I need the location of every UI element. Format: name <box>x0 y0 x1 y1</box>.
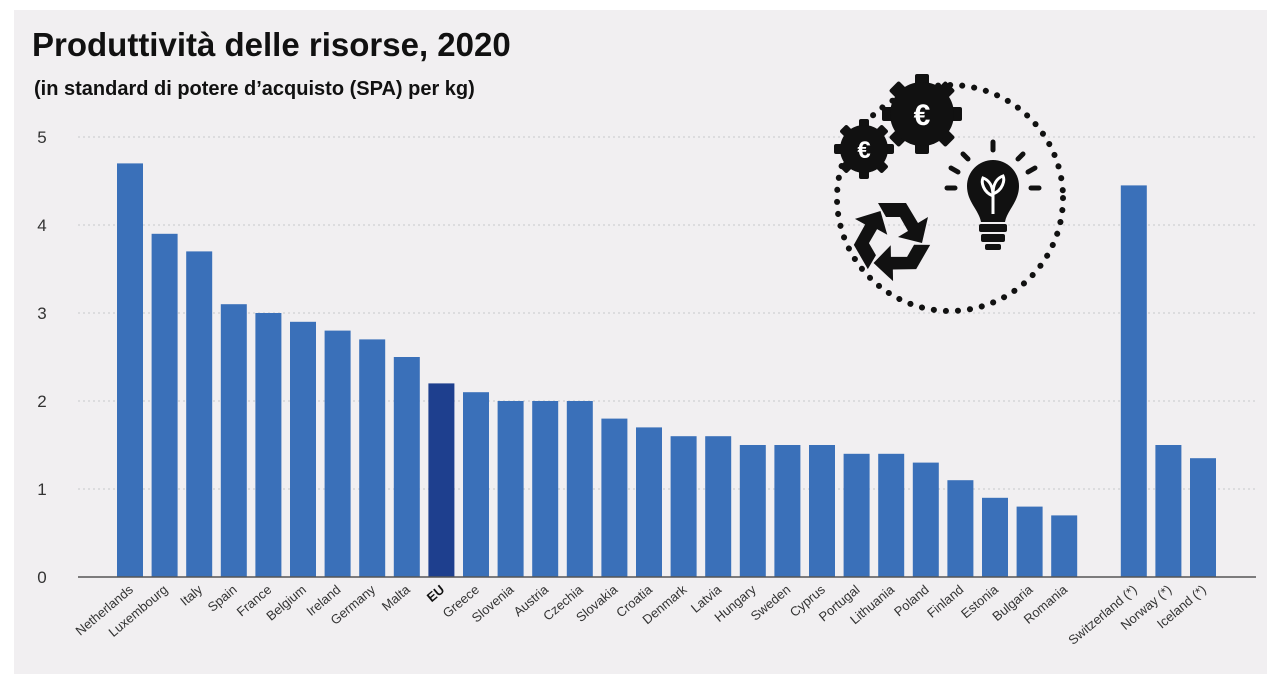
bar-poland <box>912 462 939 577</box>
bar-portugal <box>843 453 870 577</box>
bar-luxembourg <box>151 233 178 578</box>
bar-czechia <box>566 401 593 577</box>
bar-greece <box>463 392 489 577</box>
bar-romania <box>1051 515 1078 577</box>
bar-denmark <box>670 436 697 577</box>
y-tick-label: 0 <box>37 568 46 587</box>
bar-germany <box>359 339 386 577</box>
dotted-circle <box>834 82 1066 314</box>
bar-switzerland <box>1120 185 1147 577</box>
x-tick-label: EU <box>424 582 447 605</box>
lightbulb-plant-icon <box>944 139 1042 250</box>
bar-hungary <box>739 445 766 577</box>
bar-austria <box>532 401 559 577</box>
bar-norway <box>1155 445 1182 577</box>
svg-text:€: € <box>857 137 870 164</box>
x-tick-label: Belgium <box>263 582 309 624</box>
y-tick-label: 2 <box>37 392 46 411</box>
bar-estonia <box>982 497 1008 577</box>
chart-title: Produttività delle risorse, 2020 <box>32 26 511 63</box>
x-tick-label: Italy <box>177 581 205 608</box>
x-tick-label: Sweden <box>748 582 794 624</box>
euro-gear-small-icon: € <box>834 119 894 179</box>
bar-finland <box>947 480 974 577</box>
y-axis-ticks: 0 1 2 3 4 5 <box>37 128 46 587</box>
recycle-icon <box>853 203 931 282</box>
x-tick-label: Poland <box>891 582 932 620</box>
x-tick-label: Finland <box>924 582 966 621</box>
bar-bulgaria <box>1016 506 1043 577</box>
bar-latvia <box>705 436 732 577</box>
y-tick-label: 5 <box>37 128 46 147</box>
bar-croatia <box>636 427 662 577</box>
bar-italy <box>186 251 213 577</box>
bar-malta <box>393 357 420 577</box>
bar-netherlands <box>117 163 143 577</box>
bar-belgium <box>290 321 316 577</box>
x-tick-label: Malta <box>379 581 414 613</box>
chart-subtitle: (in standard di potere d’acquisto (SPA) … <box>34 78 475 100</box>
bar-slovenia <box>497 401 524 577</box>
y-tick-label: 3 <box>37 304 46 323</box>
svg-text:€: € <box>914 99 931 132</box>
bar-eu <box>428 383 455 577</box>
bar-spain <box>220 304 247 577</box>
euro-gear-icon: € <box>882 74 962 154</box>
y-tick-label: 4 <box>37 216 46 235</box>
bar-lithuania <box>878 453 905 577</box>
bar-ireland <box>324 330 351 577</box>
bars <box>117 163 1216 578</box>
bar-cyprus <box>809 445 835 577</box>
bar-france <box>255 313 282 577</box>
grid-lines <box>78 136 1256 490</box>
bar-sweden <box>774 445 801 577</box>
y-tick-label: 1 <box>37 480 46 499</box>
illustration: € € <box>834 74 1066 314</box>
bar-slovakia <box>601 418 628 577</box>
bar-iceland <box>1190 458 1216 577</box>
